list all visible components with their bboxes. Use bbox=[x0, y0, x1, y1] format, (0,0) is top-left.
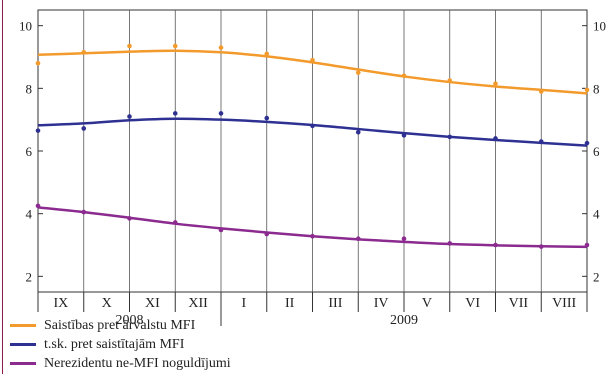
series-point bbox=[447, 241, 453, 246]
legend-label: Nerezidentu ne-MFI noguldījumi bbox=[44, 355, 231, 371]
x-tick-label: XII bbox=[188, 296, 208, 311]
series-point bbox=[218, 45, 224, 50]
series-point bbox=[493, 242, 498, 248]
legend: Saistības pret ārvalstu MFI t.sk. pret s… bbox=[10, 316, 231, 373]
legend-swatch bbox=[10, 362, 36, 365]
legend-item: Nerezidentu ne-MFI noguldījumi bbox=[10, 354, 231, 373]
x-tick-label: III bbox=[328, 296, 342, 311]
year-label: 2008 bbox=[116, 313, 144, 328]
series-point bbox=[447, 78, 453, 83]
series-point bbox=[310, 57, 315, 63]
series-point bbox=[401, 133, 407, 138]
x-tick-label: VIII bbox=[552, 296, 576, 311]
series-point bbox=[401, 236, 407, 242]
y-tick-label-right: 10 bbox=[593, 19, 606, 34]
y-tick-label-left: 4 bbox=[26, 207, 33, 222]
x-tick-label: XI bbox=[145, 296, 160, 311]
year-label: 2009 bbox=[390, 313, 418, 328]
series-point bbox=[493, 81, 498, 86]
legend-swatch bbox=[10, 343, 36, 346]
series-point bbox=[584, 87, 590, 93]
series-point bbox=[127, 114, 132, 119]
series-point bbox=[447, 134, 453, 140]
legend-label: Saistības pret ārvalstu MFI bbox=[44, 317, 196, 333]
legend-item: Saistības pret ārvalstu MFI bbox=[10, 316, 231, 335]
series-point bbox=[355, 70, 361, 75]
x-tick-label: I bbox=[242, 296, 247, 311]
legend-label: t.sk. pret saistītajām MFI bbox=[44, 336, 185, 352]
y-tick-label-left: 2 bbox=[26, 269, 33, 284]
series-point bbox=[218, 227, 224, 233]
legend-swatch bbox=[10, 324, 36, 327]
series-point bbox=[538, 139, 544, 144]
page-frame-line bbox=[2, 0, 3, 374]
x-tick-label: V bbox=[422, 296, 432, 311]
series-point bbox=[401, 73, 407, 79]
series-point bbox=[355, 236, 361, 242]
y-tick-label-left: 6 bbox=[26, 144, 33, 159]
series-point bbox=[81, 126, 87, 131]
series-point bbox=[35, 60, 41, 66]
series-point bbox=[264, 51, 270, 57]
series-point bbox=[81, 50, 87, 55]
series-point bbox=[493, 136, 498, 141]
series-point bbox=[310, 123, 315, 129]
x-tick-label: VI bbox=[465, 296, 480, 311]
series-point bbox=[172, 43, 178, 49]
x-tick-label: IV bbox=[374, 296, 389, 311]
series-point bbox=[35, 203, 41, 209]
series-point bbox=[584, 140, 590, 146]
series-point bbox=[218, 111, 224, 116]
y-tick-label-right: 2 bbox=[593, 269, 600, 284]
legend-item: t.sk. pret saistītajām MFI bbox=[10, 335, 231, 354]
series-point bbox=[127, 43, 132, 49]
series-point bbox=[538, 89, 544, 94]
series-point bbox=[127, 216, 132, 221]
series-point bbox=[35, 128, 41, 133]
x-tick-label: II bbox=[285, 296, 295, 311]
series-point bbox=[264, 231, 270, 237]
series-point bbox=[264, 115, 270, 121]
series-point bbox=[172, 220, 178, 225]
series-point bbox=[310, 233, 315, 239]
x-tick-label: VII bbox=[509, 296, 529, 311]
y-tick-label-right: 4 bbox=[593, 207, 600, 222]
series-point bbox=[81, 209, 87, 215]
y-tick-label-left: 8 bbox=[26, 81, 33, 96]
y-tick-label-right: 8 bbox=[593, 81, 600, 96]
series-point bbox=[355, 129, 361, 135]
series-point bbox=[538, 244, 544, 249]
x-tick-label: X bbox=[102, 296, 112, 311]
y-tick-label-left: 10 bbox=[19, 19, 32, 34]
series-point bbox=[172, 111, 178, 116]
y-tick-label-right: 6 bbox=[593, 144, 600, 159]
series-point bbox=[584, 242, 590, 248]
x-tick-label: IX bbox=[53, 296, 68, 311]
